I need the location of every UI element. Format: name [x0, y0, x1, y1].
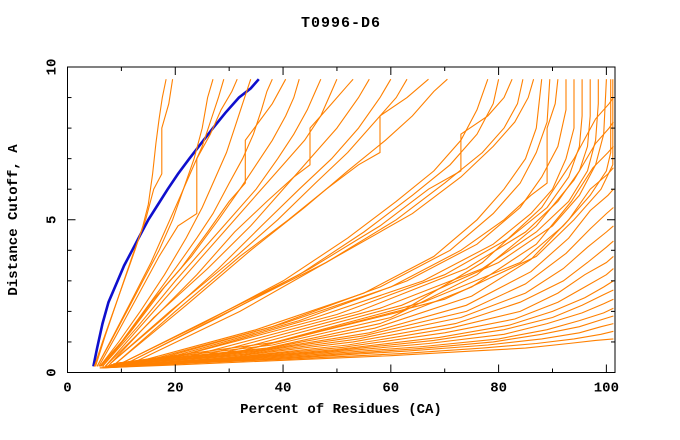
- model-curve: [218, 79, 612, 358]
- model-curve: [102, 315, 614, 368]
- y-axis-label: Distance Cutoff, A: [6, 144, 22, 296]
- y-tick-label: 10: [45, 59, 61, 76]
- x-tick-label: 0: [63, 381, 71, 397]
- x-tick-label: 20: [167, 381, 184, 397]
- model-curve: [158, 79, 567, 361]
- model-curve: [96, 79, 214, 367]
- model-curve: [102, 79, 300, 367]
- x-tick-label: 80: [490, 381, 507, 397]
- plot-frame-and-ticks: [67, 66, 616, 373]
- model-curve: [207, 79, 607, 358]
- model-curve: [115, 78, 448, 364]
- x-tick-label: 40: [275, 381, 292, 397]
- y-tick-label: 5: [45, 216, 61, 224]
- x-tick-label: 60: [382, 381, 399, 397]
- x-tick-label: 100: [594, 381, 619, 397]
- model-curve: [96, 79, 225, 367]
- model-curve: [121, 79, 500, 364]
- model-curve: [94, 79, 174, 367]
- tick-labels-group: 0 20 40 60 80 100 0 5 10: [45, 59, 619, 397]
- model-curve: [102, 323, 614, 369]
- model-curve: [153, 79, 559, 361]
- model-curve: [102, 78, 322, 367]
- model-curve: [99, 338, 614, 369]
- chart-title: T0996-D6: [301, 15, 381, 32]
- model-curve: [164, 79, 575, 361]
- model-curve: [99, 78, 273, 367]
- model-curve: [107, 268, 614, 367]
- y-tick-label: 0: [45, 368, 61, 376]
- model-curve: [107, 255, 614, 367]
- model-curve: [148, 79, 551, 361]
- model-curve: [115, 121, 614, 364]
- model-curve: [126, 79, 524, 364]
- model-curve: [104, 78, 338, 367]
- model-curve: [126, 78, 513, 364]
- model-curve: [113, 167, 614, 365]
- model-curve: [142, 79, 543, 361]
- model-curve: [113, 188, 614, 365]
- highlighted-model-curve: [92, 78, 260, 367]
- model-curve: [175, 79, 583, 358]
- model-curve: [93, 79, 167, 367]
- model-curve: [115, 78, 429, 364]
- model-curve: [107, 78, 370, 367]
- model-curve: [196, 79, 599, 358]
- model-curve: [110, 78, 392, 364]
- model-curve: [131, 79, 535, 364]
- model-curve: [110, 225, 614, 366]
- model-curve: [107, 280, 614, 367]
- model-curve: [99, 79, 252, 367]
- model-curve: [110, 78, 408, 364]
- model-curve: [110, 207, 614, 366]
- model-curve: [110, 240, 614, 366]
- model-curve: [100, 78, 287, 367]
- model-curve: [115, 97, 614, 364]
- x-axis-label: Percent of Residues (CA): [240, 402, 442, 418]
- model-curve: [98, 78, 238, 367]
- model-curve: [105, 289, 614, 367]
- model-curve: [115, 146, 614, 364]
- model-curve: [185, 79, 591, 358]
- model-curve: [229, 79, 614, 355]
- model-curve: [105, 307, 614, 368]
- model-curves-group: [92, 78, 614, 369]
